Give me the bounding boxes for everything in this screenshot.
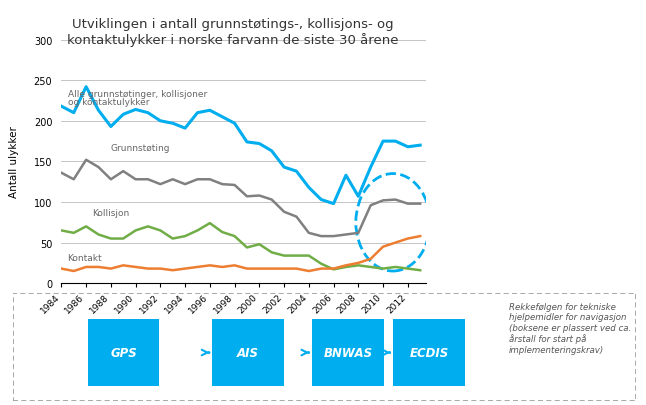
Text: Kontakt: Kontakt: [68, 254, 102, 262]
FancyBboxPatch shape: [213, 320, 284, 386]
Text: AIS: AIS: [237, 346, 259, 359]
Text: Kollisjon: Kollisjon: [92, 208, 130, 217]
Text: ECDIS: ECDIS: [410, 346, 449, 359]
Text: BNWAS: BNWAS: [324, 346, 373, 359]
Text: Kontaktulykker øker mest,
antall grunnstøtinger er
forholdsvis jevnt og
kollisjo: Kontaktulykker øker mest, antall grunnst…: [432, 44, 594, 110]
Text: og kontaktulykker: og kontaktulykker: [68, 98, 149, 107]
Y-axis label: Antall ulykker: Antall ulykker: [10, 126, 19, 198]
Text: Alle grunnstøtinger, kollisjoner: Alle grunnstøtinger, kollisjoner: [68, 90, 207, 99]
FancyBboxPatch shape: [393, 320, 465, 386]
FancyBboxPatch shape: [312, 320, 384, 386]
Text: Utviklingen i antall grunnstøtings-, kollisjons- og
kontaktulykker i norske farv: Utviklingen i antall grunnstøtings-, kol…: [67, 18, 399, 47]
FancyBboxPatch shape: [88, 320, 160, 386]
Text: Grunnstøting: Grunnstøting: [111, 143, 171, 152]
Text: GPS: GPS: [110, 346, 137, 359]
Text: Rekkefølgen for tekniske
hjelpemidler for navigasjon
(boksene er plassert ved ca: Rekkefølgen for tekniske hjelpemidler fo…: [508, 302, 630, 354]
